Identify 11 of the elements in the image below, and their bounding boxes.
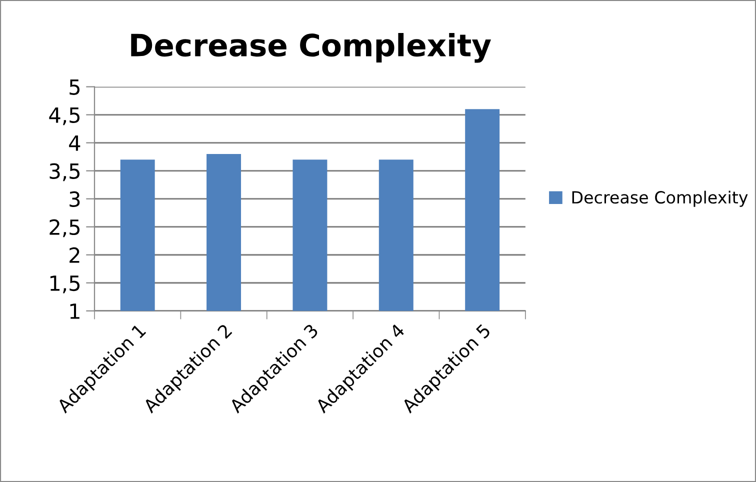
chart-title: Decrease Complexity	[131, 32, 491, 63]
y-tick-label: 3	[70, 191, 80, 208]
y-tick-label: 4,5	[49, 108, 80, 126]
y-tick-label: 4	[69, 136, 80, 151]
y-tick-label: 2	[70, 247, 80, 263]
y-tick-label: 1,5	[50, 276, 80, 294]
y-tick-label: 3,5	[50, 163, 80, 182]
y-tick-label: 5	[70, 79, 80, 95]
legend-label: Decrease Complexity	[572, 190, 748, 207]
y-tick-label: 2,5	[50, 219, 80, 238]
y-tick-label: 1	[70, 304, 80, 319]
